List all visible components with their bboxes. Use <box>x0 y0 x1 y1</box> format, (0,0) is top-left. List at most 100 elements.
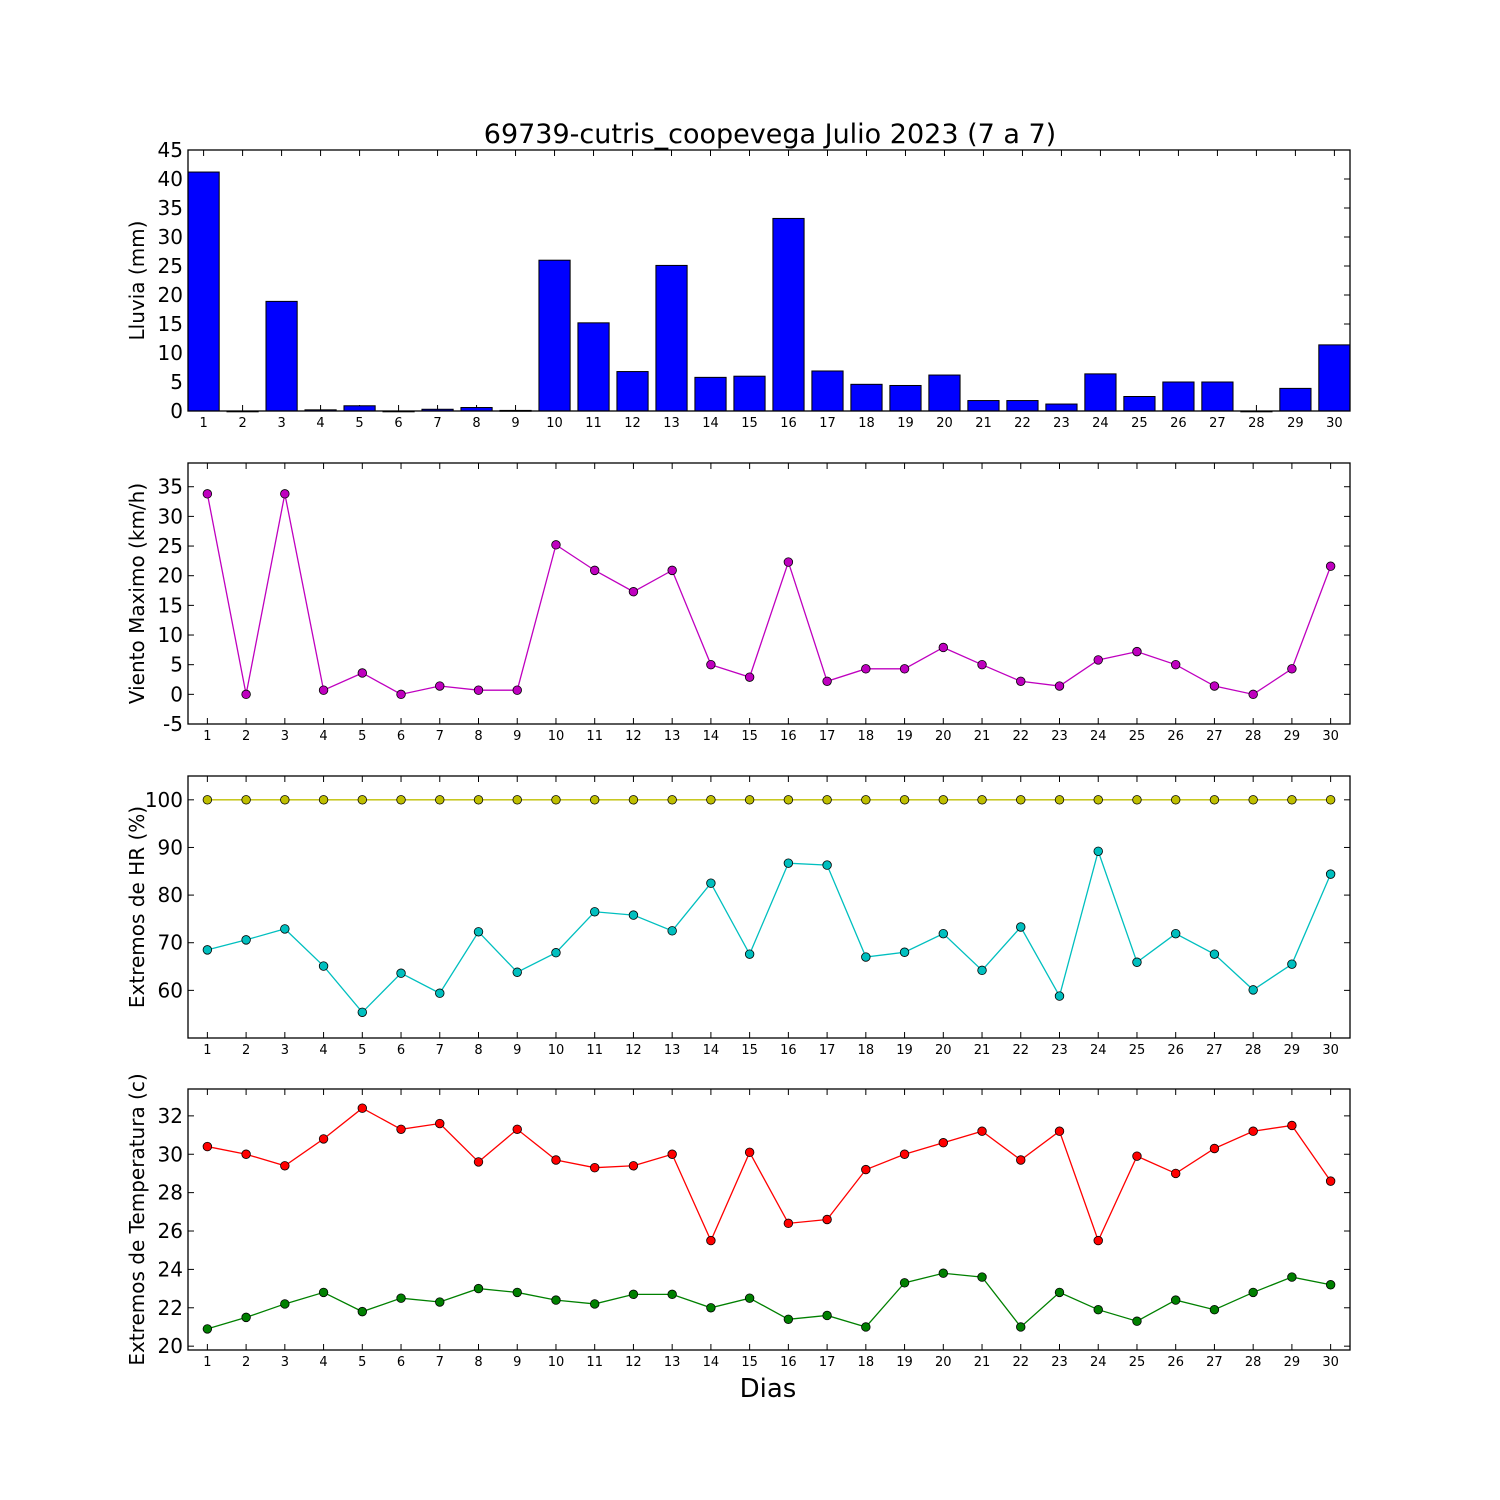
temperature-point <box>1093 1235 1103 1246</box>
wind-xtick-label: 30 <box>1322 729 1339 744</box>
temperature-point <box>318 1287 329 1298</box>
temperature-point <box>318 1134 329 1144</box>
temperature-point <box>1170 1168 1181 1179</box>
temperature-xtick-label: 9 <box>513 1355 521 1370</box>
wind-point <box>1287 664 1297 674</box>
wind-xtick-label: 6 <box>397 729 405 744</box>
temperature-point <box>706 1235 716 1246</box>
humidity-point <box>1016 922 1026 932</box>
rain-bar <box>967 400 1000 412</box>
temperature-ytick-label: 20 <box>158 1334 183 1358</box>
rain-bar <box>811 370 844 412</box>
temperature-point <box>783 1218 794 1229</box>
temperature-xtick-label: 26 <box>1167 1355 1184 1370</box>
temperature-point <box>783 1314 794 1324</box>
rain-axes-frame <box>187 149 1351 412</box>
rain-bar <box>1123 396 1156 412</box>
wind-xtick-label: 1 <box>203 729 211 744</box>
humidity-xtick-label: 17 <box>819 1043 836 1058</box>
wind-xtick-label: 11 <box>586 729 603 744</box>
temperature-xtick-label: 3 <box>281 1355 289 1370</box>
wind-xtick-label: 24 <box>1090 729 1107 744</box>
temperature-point <box>1287 1120 1297 1131</box>
wind-point <box>318 685 329 695</box>
temperature-point <box>590 1162 600 1173</box>
wind-xtick-label: 3 <box>281 729 289 744</box>
temperature-ytick-label: 30 <box>158 1142 183 1166</box>
humidity-point <box>1093 846 1103 856</box>
rain-xtick-label: 26 <box>1170 416 1187 431</box>
temperature-point <box>628 1161 639 1171</box>
temperature-point <box>241 1149 251 1159</box>
rain-xtick-label: 17 <box>819 416 836 431</box>
rain-ytick-label: 45 <box>158 138 183 162</box>
humidity-xtick-label: 8 <box>474 1043 482 1058</box>
humidity-point <box>938 928 949 939</box>
rain-xtick-label: 5 <box>355 416 363 431</box>
temperature-point <box>551 1155 561 1165</box>
wind-point <box>280 489 290 499</box>
wind-point <box>1170 659 1181 670</box>
rain-xtick-label: 30 <box>1326 416 1343 431</box>
temperature-xtick-label: 24 <box>1090 1355 1107 1370</box>
temperature-point <box>667 1149 677 1159</box>
temperature-point <box>1093 1304 1103 1315</box>
humidity-point <box>1287 795 1297 805</box>
temperature-xtick-label: 1 <box>203 1355 211 1370</box>
temperature-point <box>1325 1176 1336 1186</box>
rain-xtick-label: 19 <box>897 416 914 431</box>
temperature-xtick-label: 12 <box>625 1355 642 1370</box>
humidity-xtick-label: 25 <box>1129 1043 1146 1058</box>
temperature-point <box>1209 1304 1220 1315</box>
temperature-point <box>202 1141 213 1152</box>
wind-y-axis-label: Viento Maximo (km/h) <box>125 483 149 704</box>
temperature-point <box>473 1283 484 1294</box>
temperature-point <box>977 1272 987 1282</box>
rain-bar <box>772 217 805 412</box>
wind-point <box>1248 689 1258 700</box>
temperature-point <box>1248 1126 1258 1136</box>
rain-bar <box>733 375 766 412</box>
humidity-point <box>861 952 871 962</box>
temperature-point <box>861 1164 871 1175</box>
temperature-point <box>977 1126 987 1136</box>
humidity-point <box>744 949 755 959</box>
humidity-point <box>1287 959 1297 969</box>
temperature-point <box>435 1118 445 1129</box>
humidity-point <box>667 926 677 936</box>
wind-ytick-label: 20 <box>158 564 183 588</box>
wind-xtick-label: 10 <box>548 729 565 744</box>
temperature-point <box>938 1138 949 1148</box>
rain-xtick-label: 24 <box>1092 416 1109 431</box>
humidity-point <box>512 967 522 977</box>
rain-bar <box>577 322 610 412</box>
temperature-ytick-label: 28 <box>158 1181 183 1205</box>
wind-xtick-label: 17 <box>819 729 836 744</box>
temperature-point <box>357 1306 368 1317</box>
rain-xtick-label: 9 <box>511 416 519 431</box>
wind-point <box>241 689 251 700</box>
humidity-xtick-label: 26 <box>1167 1043 1184 1058</box>
rain-xtick-label: 3 <box>277 416 285 431</box>
wind-point <box>357 668 368 678</box>
humidity-xtick-label: 3 <box>281 1043 289 1058</box>
humidity-point <box>1054 991 1065 1001</box>
rain-bar <box>850 383 883 412</box>
wind-point <box>977 659 987 670</box>
humidity-xtick-label: 6 <box>397 1043 405 1058</box>
temperature-point <box>512 1124 522 1135</box>
rain-ytick-label: 0 <box>170 399 183 423</box>
temperature-xtick-label: 2 <box>242 1355 250 1370</box>
wind-ytick-label: 30 <box>158 504 183 528</box>
wind-point <box>473 685 484 695</box>
wind-point <box>1054 681 1065 691</box>
temperature-point <box>899 1149 910 1159</box>
wind-point <box>590 565 600 576</box>
humidity-point <box>1132 795 1142 805</box>
wind-ytick-label: 15 <box>158 593 183 617</box>
wind-point <box>1209 681 1220 691</box>
humidity-point <box>1248 985 1258 995</box>
